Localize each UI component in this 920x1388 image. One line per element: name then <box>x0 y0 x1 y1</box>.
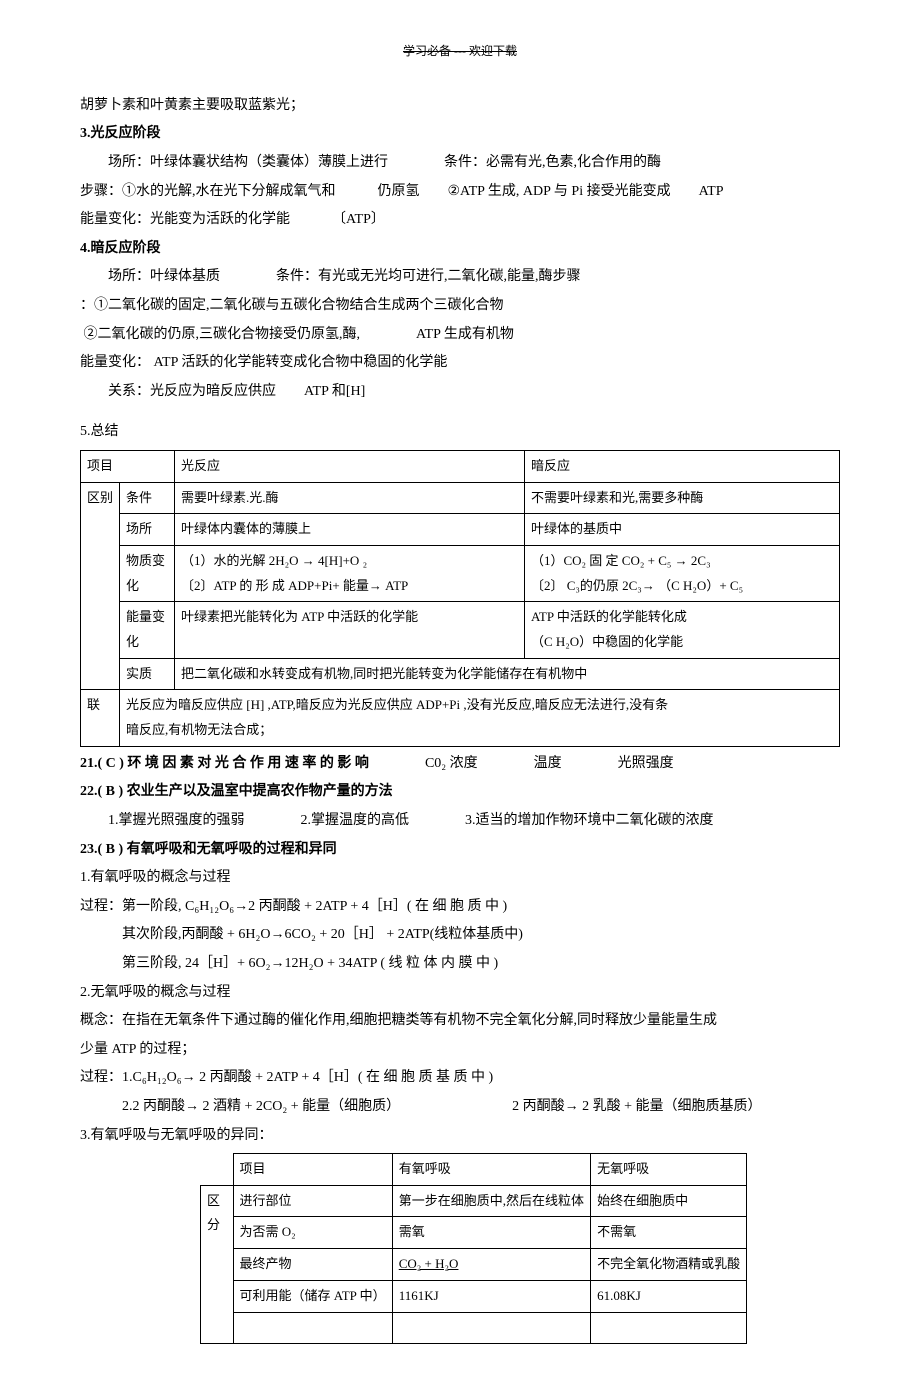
q23-title: 23.( B ) 有氧呼吸和无氧呼吸的过程和异同 <box>80 837 840 864</box>
t1-r2b: 叶绿体内囊体的薄膜上 <box>175 514 525 546</box>
q23-p2b: 2.2 丙酮酸→ 2 酒精 + 2CO₂ + 能量（细胞质）2 丙酮酸→ 2 乳… <box>80 1094 840 1121</box>
q23-p1c: 第三阶段, 24［H］+ 6O₂→12H₂O + 34ATP ( 线 粒 体 内… <box>80 951 840 978</box>
q23-p1a: 过程：第一阶段, C₆H₁₂O₆→2 丙酮酸 + 2ATP + 4［H］( 在 … <box>80 894 840 921</box>
t2-r4c: 61.08KJ <box>591 1280 747 1312</box>
section-4-title: 4.暗反应阶段 <box>80 236 840 263</box>
s4-line2: ：①二氧化碳的固定,二氧化碳与五碳化合物结合生成两个三碳化合物 <box>80 293 840 320</box>
t1-r1a: 条件 <box>120 482 175 514</box>
q23-c2: 少量 ATP 的过程； <box>80 1037 840 1064</box>
t2-r3a: 最终产物 <box>233 1249 392 1281</box>
t1-h2: 暗反应 <box>524 450 839 482</box>
t2-r2b: 需氧 <box>392 1217 590 1249</box>
t2-r2c: 不需氧 <box>591 1217 747 1249</box>
t2-r1a: 进行部位 <box>233 1185 392 1217</box>
t1-r4a: 能量变化 <box>120 602 175 658</box>
t1-r3c: （1）CO₂ 固 定 CO₂ + C₅ → 2C₃〔2〕 C₃的仍原 2C₃→ … <box>524 545 839 601</box>
t2-empty-a <box>233 1312 392 1344</box>
t1-r5a: 实质 <box>120 658 175 690</box>
t2-r2a: 为否需 O₂ <box>233 1217 392 1249</box>
t1-qubie: 区别 <box>81 482 120 690</box>
t1-r1c: 不需要叶绿素和光,需要多种酶 <box>524 482 839 514</box>
t2-empty-b <box>392 1312 590 1344</box>
q23-s3: 3.有氧呼吸与无氧呼吸的异同： <box>80 1123 840 1150</box>
t1-r3b: （1）水的光解 2H₂O → 4[H]+O ₂〔2〕ATP 的 形 成 ADP+… <box>175 545 525 601</box>
t2-r4a: 可利用能（储存 ATP 中） <box>233 1280 392 1312</box>
s4-line5: 关系：光反应为暗反应供应ATP 和[H] <box>80 379 840 406</box>
comparison-table-2: 项目 有氧呼吸 无氧呼吸 区分 进行部位 第一步在细胞质中,然后在线粒体 始终在… <box>200 1153 747 1344</box>
t2-r3b: CO₂ + H₂O <box>392 1249 590 1281</box>
s3-line1: 场所：叶绿体囊状结构（类囊体）薄膜上进行条件：必需有光,色素,化合作用的酶 <box>80 150 840 177</box>
s3-line3: 能量变化：光能变为活跃的化学能〔ATP〕 <box>80 207 840 234</box>
q23-s2: 2.无氧呼吸的概念与过程 <box>80 980 840 1007</box>
t2-r3c: 不完全氧化物酒精或乳酸 <box>591 1249 747 1281</box>
q22-title: 22.( B ) 农业生产以及温室中提高农作物产量的方法 <box>80 779 840 806</box>
comparison-table-1: 项目 光反应 暗反应 区别 条件 需要叶绿素.光.酶 不需要叶绿素和光,需要多种… <box>80 450 840 747</box>
q23-p1b: 其次阶段,丙酮酸 + 6H₂O→6CO₂ + 20［H］ + 2ATP(线粒体基… <box>80 922 840 949</box>
section-5-title: 5.总结 <box>80 419 840 446</box>
q21: 21.( C ) 环 境 因 素 对 光 合 作 用 速 率 的 影 响C0₂ … <box>80 751 840 778</box>
t1-h1: 光反应 <box>175 450 525 482</box>
t1-r4c: ATP 中活跃的化学能转化成（C H₂O）中稳固的化学能 <box>524 602 839 658</box>
t2-h1: 有氧呼吸 <box>392 1154 590 1186</box>
t1-r6: 光反应为暗反应供应 [H] ,ATP,暗反应为光反应供应 ADP+Pi ,没有光… <box>120 690 840 746</box>
t2-r1c: 始终在细胞质中 <box>591 1185 747 1217</box>
t1-r2a: 场所 <box>120 514 175 546</box>
section-3-title: 3.光反应阶段 <box>80 121 840 148</box>
t2-h2: 无氧呼吸 <box>591 1154 747 1186</box>
q23-p2a: 过程：1.C₆H₁₂O₆→ 2 丙酮酸 + 2ATP + 4［H］( 在 细 胞… <box>80 1065 840 1092</box>
t1-r5b: 把二氧化碳和水转变成有机物,同时把光能转变为化学能储存在有机物中 <box>175 658 840 690</box>
s4-line1: 场所：叶绿体基质条件：有光或无光均可进行,二氧化碳,能量,酶步骤 <box>80 264 840 291</box>
s4-line3: ②二氧化碳的仍原,三碳化合物接受仍原氢,酶,ATP 生成有机物 <box>80 322 840 349</box>
t2-r4b: 1161KJ <box>392 1280 590 1312</box>
header-note: 学习必备 --- 欢迎下载 <box>80 40 840 63</box>
t1-r4b: 叶绿素把光能转化为 ATP 中活跃的化学能 <box>175 602 525 658</box>
t1-lian: 联 <box>81 690 120 746</box>
t2-empty-c <box>591 1312 747 1344</box>
t2-r1b: 第一步在细胞质中,然后在线粒体 <box>392 1185 590 1217</box>
s4-line4: 能量变化： ATP 活跃的化学能转变成化合物中稳固的化学能 <box>80 350 840 377</box>
t1-r3a: 物质变化 <box>120 545 175 601</box>
t1-r2c: 叶绿体的基质中 <box>524 514 839 546</box>
q22-items: 1.掌握光照强度的强弱2.掌握温度的高低3.适当的增加作物环境中二氧化碳的浓度 <box>80 808 840 835</box>
s3-line2: 步骤：①水的光解,水在光下分解成氧气和仍原氢②ATP 生成, ADP 与 Pi … <box>80 179 840 206</box>
intro-line: 胡萝卜素和叶黄素主要吸取蓝紫光； <box>80 93 840 120</box>
t1-r1b: 需要叶绿素.光.酶 <box>175 482 525 514</box>
q23-c1: 概念：在指在无氧条件下通过酶的催化作用,细胞把糖类等有机物不完全氧化分解,同时释… <box>80 1008 840 1035</box>
q23-s1: 1.有氧呼吸的概念与过程 <box>80 865 840 892</box>
t2-h0: 项目 <box>233 1154 392 1186</box>
t1-h0: 项目 <box>81 450 175 482</box>
t2-qufen: 区分 <box>201 1185 234 1343</box>
